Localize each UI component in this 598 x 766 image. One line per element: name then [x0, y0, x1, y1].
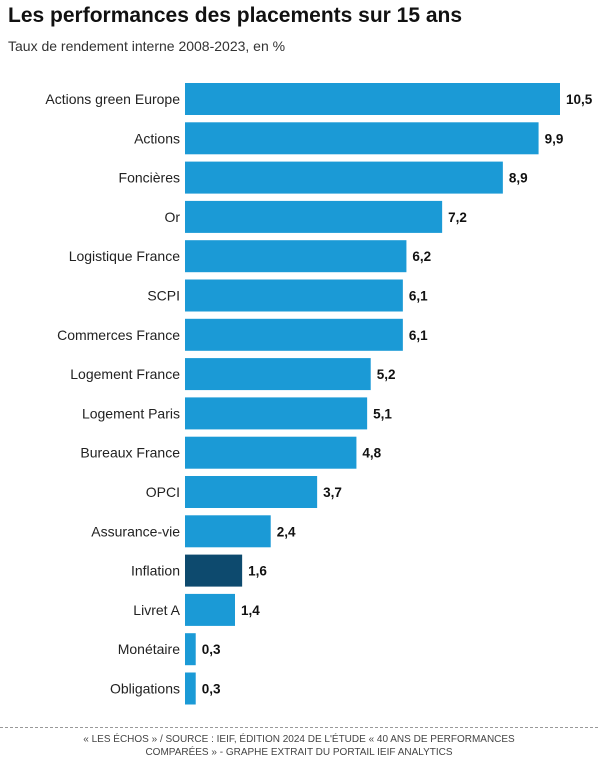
category-label-obligations: Obligations — [110, 681, 180, 697]
value-label-inflation: 1,6 — [248, 564, 267, 579]
bar-chart: Actions green Europe 10,5 Actions 9,9 Fonciè… — [45, 83, 593, 705]
bar-actions — [185, 122, 539, 155]
category-label-inflation: Inflation — [131, 563, 180, 579]
bar-opci — [185, 476, 318, 508]
chart-title: Les performances des placements sur 15 a… — [8, 4, 463, 27]
value-label-obligations: 0,3 — [202, 682, 221, 697]
category-label-bureaux-france: Bureaux France — [80, 445, 180, 461]
bar-livret-a — [185, 593, 235, 626]
category-label-livret-a: Livret A — [133, 602, 180, 618]
bar-obligations — [185, 672, 196, 705]
value-label-logement-france: 5,2 — [377, 367, 396, 382]
category-label-monetaire: Monétaire — [118, 641, 180, 657]
source-note: « LES ÉCHOS » / SOURCE : IEIF, ÉDITION 2… — [6, 733, 592, 759]
bar-commerces-france — [185, 318, 403, 351]
category-label-foncieres: Foncières — [119, 170, 180, 186]
bar-or — [185, 200, 443, 233]
category-label-scpi: SCPI — [147, 288, 180, 304]
bar-logistique-france — [185, 240, 407, 273]
chart-subtitle: Taux de rendement interne 2008-2023, en … — [8, 38, 286, 54]
source-line-2: COMPARÉES » - GRAPHE EXTRAIT DU PORTAIL … — [145, 747, 453, 758]
bar-logement-france — [185, 358, 371, 391]
category-label-assurance-vie: Assurance-vie — [91, 523, 180, 539]
value-label-assurance-vie: 2,4 — [277, 524, 296, 539]
bar-foncieres — [185, 161, 503, 194]
value-label-commerces-france: 6,1 — [409, 328, 428, 343]
category-label-or: Or — [164, 209, 180, 225]
value-label-actions: 9,9 — [545, 131, 564, 146]
value-label-scpi: 6,1 — [409, 289, 428, 304]
category-label-actions-green-europe: Actions green Europe — [45, 91, 180, 107]
footer-divider — [0, 727, 598, 728]
value-label-opci: 3,7 — [323, 485, 342, 500]
bar-bureaux-france — [185, 436, 357, 469]
value-label-actions-green-europe: 10,5 — [566, 92, 593, 107]
category-label-logement-paris: Logement Paris — [82, 405, 180, 421]
bar-logement-paris — [185, 397, 368, 430]
value-label-foncieres: 8,9 — [509, 171, 528, 186]
bar-scpi — [185, 279, 403, 312]
bar-monetaire — [185, 633, 196, 666]
value-label-or: 7,2 — [448, 210, 467, 225]
category-label-logement-france: Logement France — [70, 366, 180, 382]
category-label-commerces-france: Commerces France — [57, 327, 180, 343]
category-label-opci: OPCI — [146, 484, 180, 500]
bar-assurance-vie — [185, 515, 271, 548]
value-label-bureaux-france: 4,8 — [362, 446, 381, 461]
category-label-actions: Actions — [134, 130, 180, 146]
value-label-logistique-france: 6,2 — [412, 249, 431, 264]
value-label-monetaire: 0,3 — [202, 642, 221, 657]
bar-inflation — [185, 554, 243, 587]
value-label-livret-a: 1,4 — [241, 603, 260, 618]
source-line-1: « LES ÉCHOS » / SOURCE : IEIF, ÉDITION 2… — [83, 734, 515, 745]
bar-actions-green-europe — [185, 83, 560, 115]
value-label-logement-paris: 5,1 — [373, 406, 392, 421]
category-label-logistique-france: Logistique France — [69, 248, 181, 264]
